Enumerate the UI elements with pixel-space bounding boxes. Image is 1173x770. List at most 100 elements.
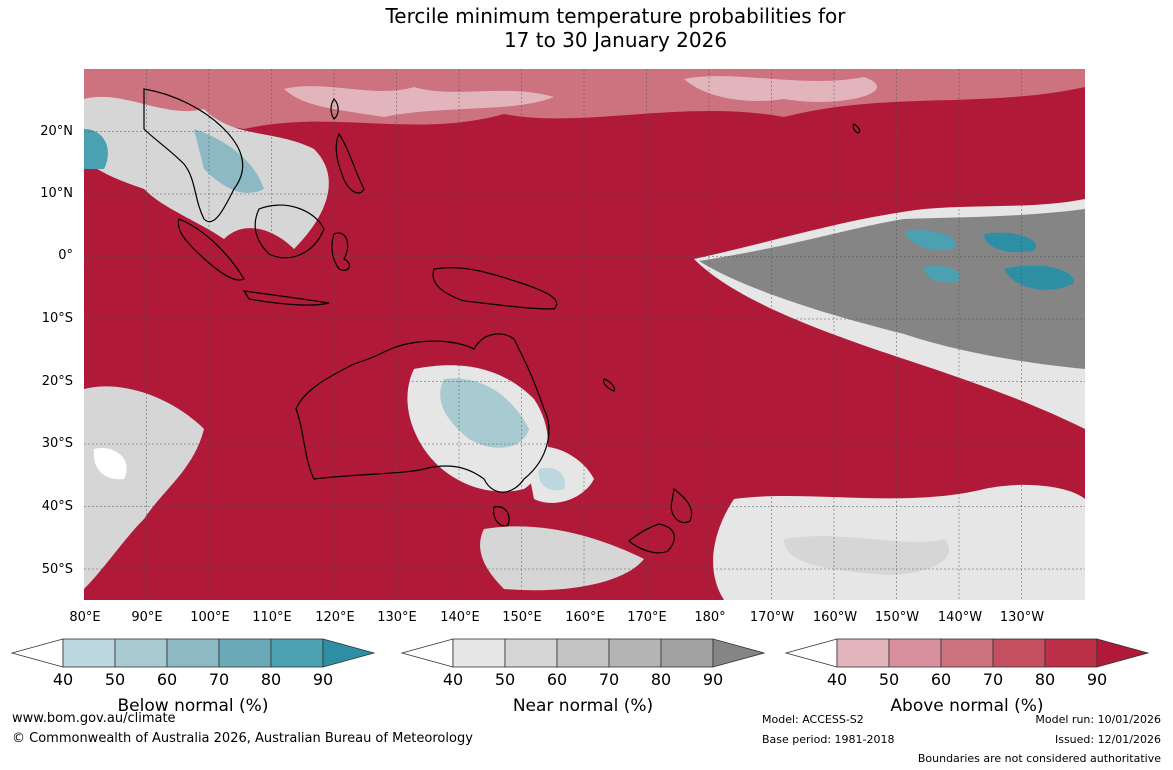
taiwan-coast [330,98,339,120]
colorbar-swatch-under [784,638,838,668]
se-asia-near-normal [84,96,329,250]
lon-label-130w: 130°W [999,610,1045,625]
sumatra-coast [177,218,245,281]
colorbar-swatch [166,638,220,668]
nz-north-coast [670,487,693,524]
above-normal-colorbar [784,638,1150,668]
above-tick-50: 50 [878,670,900,689]
above-tick-90: 90 [1086,670,1108,689]
below-tick-50: 50 [104,670,126,689]
colorbar-swatch-over [322,638,376,668]
near-normal-colorbar [400,638,766,668]
colorbar-swatch-under [10,638,64,668]
colorbar-swatch [218,638,272,668]
chart-title: Tercile minimum temperature probabilitie… [0,4,1173,52]
above-normal-label: Above normal (%) [890,696,1044,716]
colorbar-swatch [888,638,942,668]
below-normal-label: Below normal (%) [117,696,269,716]
above-tick-40: 40 [826,670,848,689]
indian-ocean-near-normal [84,386,204,589]
australia-coast [295,333,550,493]
probability-map [84,69,1085,600]
below-normal-swatches [10,638,376,668]
colorbar-swatch [1044,638,1098,668]
website-link[interactable]: www.bom.gov.au/climate [12,711,176,726]
lat-label-20s: 20°S [41,374,73,389]
above-tick-60: 60 [930,670,952,689]
lon-label-140e: 140°E [440,610,480,625]
colorbar-swatch-over [712,638,766,668]
near-tick-90: 90 [702,670,724,689]
below-tick-70: 70 [208,670,230,689]
colorbar-swatch [608,638,662,668]
below-tick-90: 90 [312,670,334,689]
colorbar-swatch-under [400,638,454,668]
north-light-mottle [284,76,877,117]
se-asia-coast [143,88,244,223]
near-tick-80: 80 [650,670,672,689]
base-period-text: Base period: 1981-2018 [762,733,895,746]
coastlines [143,88,861,554]
below-tick-60: 60 [156,670,178,689]
lon-label-180: 180° [694,610,726,625]
above-normal-swatches [784,638,1150,668]
lat-label-20n: 20°N [40,124,73,139]
colorbar-swatch [452,638,506,668]
lon-label-100e: 100°E [190,610,230,625]
below-tick-80: 80 [260,670,282,689]
model-run-text: Model run: 10/01/2026 [1035,713,1161,726]
colorbar-swatch [556,638,610,668]
colorbar-swatch [836,638,890,668]
title-line-2: 17 to 30 January 2026 [503,28,728,52]
borneo-coast [254,204,325,259]
lat-label-10s: 10°S [41,311,73,326]
colorbar-swatch [940,638,994,668]
lon-label-80e: 80°E [69,610,101,625]
lon-label-150w: 150°W [874,610,920,625]
nz-south-coast [628,523,675,554]
lat-label-30s: 30°S [41,436,73,451]
philippines-coast [335,132,365,194]
lon-label-150e: 150°E [502,610,542,625]
near-normal-swatches [400,638,766,668]
java-coast [242,290,330,306]
sulawesi-coast [331,232,351,271]
lat-label-50s: 50°S [41,562,73,577]
lat-label-40s: 40°S [41,499,73,514]
new-guinea-coast [432,267,558,310]
lon-label-170w: 170°W [749,610,795,625]
lon-label-160w: 160°W [812,610,858,625]
below-tick-40: 40 [52,670,74,689]
lon-label-110e: 110°E [252,610,292,625]
map-gridlines [84,69,1085,600]
colorbar-swatch-over [1096,638,1150,668]
near-tick-60: 60 [546,670,568,689]
east-pacific-near-normal [694,199,1085,429]
australia-near-normal [407,365,594,503]
southern-ocean-near-normal [480,484,1085,600]
lat-label-0: 0° [58,248,73,263]
near-tick-40: 40 [442,670,464,689]
near-tick-70: 70 [598,670,620,689]
above-tick-70: 70 [982,670,1004,689]
colorbar-swatch [992,638,1046,668]
below-normal-colorbar [10,638,376,668]
copyright-text: © Commonwealth of Australia 2026, Austra… [12,731,473,746]
colorbar-swatch [504,638,558,668]
colorbar-swatch [62,638,116,668]
hawaii-coast [852,123,861,134]
lon-label-130e: 130°E [377,610,417,625]
model-text: Model: ACCESS-S2 [762,713,864,726]
lon-label-120e: 120°E [315,610,355,625]
lon-label-90e: 90°E [131,610,163,625]
lat-label-10n: 10°N [40,186,73,201]
colorbar-swatch [270,638,324,668]
near-tick-50: 50 [494,670,516,689]
above-tick-80: 80 [1034,670,1056,689]
tasmania-coast [493,506,510,527]
lon-label-160e: 160°E [565,610,605,625]
colorbar-swatch [660,638,714,668]
new-caledonia-coast [603,378,615,392]
lon-label-140w: 140°W [937,610,983,625]
lon-label-170e: 170°E [627,610,667,625]
